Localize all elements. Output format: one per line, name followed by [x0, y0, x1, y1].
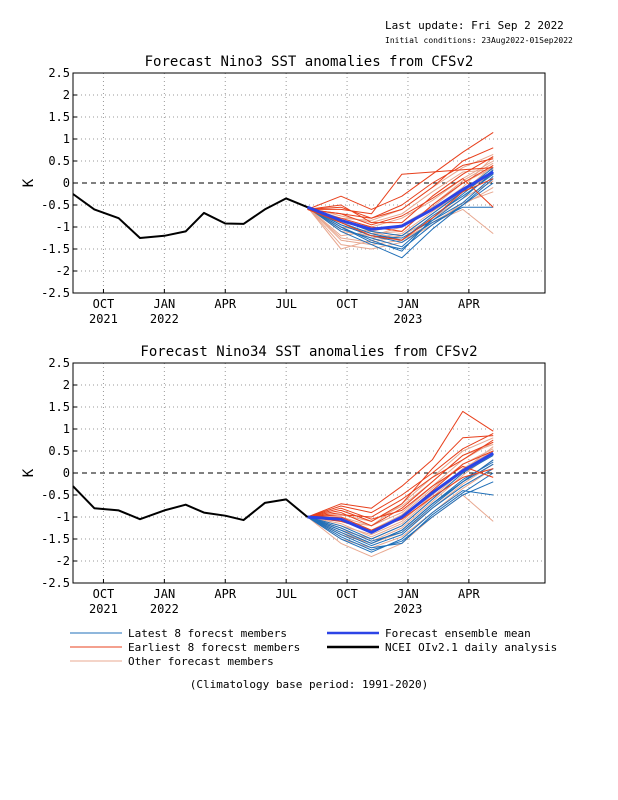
y-tick-label: 0.5	[48, 154, 70, 168]
observed-analysis-line	[72, 193, 308, 239]
latest-member-line	[307, 481, 494, 551]
x-tick-label: APR	[458, 587, 480, 601]
x-tick-label: APR	[214, 297, 236, 311]
legend-label: Latest 8 forecst members	[128, 627, 287, 640]
earliest-member-line	[307, 156, 494, 224]
legend-label: Forecast ensemble mean	[385, 627, 531, 640]
earliest-member-line	[307, 178, 494, 226]
y-tick-label: -2.5	[41, 286, 70, 300]
earliest-member-line	[307, 435, 494, 522]
y-axis-label: K	[21, 178, 37, 187]
x-tick-year-label: 2023	[394, 602, 423, 616]
x-tick-label: JAN	[397, 587, 419, 601]
latest-member-line	[307, 490, 494, 553]
earliest-member-line	[307, 178, 494, 241]
last-update-text: Last update: Fri Sep 2 2022	[385, 19, 564, 32]
y-tick-label: 2	[63, 88, 70, 102]
ensemble-mean-line	[307, 451, 494, 534]
x-tick-label: JUL	[275, 297, 297, 311]
latest-member-line	[307, 176, 494, 239]
x-tick-label: OCT	[336, 587, 358, 601]
y-tick-label: 0.5	[48, 444, 70, 458]
earliest-member-line	[307, 439, 494, 518]
y-tick-label: -0.5	[41, 488, 70, 502]
earliest-member-line	[307, 167, 494, 215]
nino34-chart: Forecast Nino34 SST anomalies from CFSv2…	[21, 344, 546, 616]
earliest-member-line	[307, 164, 494, 232]
x-tick-label: OCT	[93, 587, 115, 601]
y-tick-label: 0	[63, 176, 70, 190]
earliest-member-line	[307, 410, 494, 518]
chart-title: Forecast Nino34 SST anomalies from CFSv2	[140, 344, 477, 360]
latest-member-line	[307, 454, 494, 540]
x-tick-label: APR	[214, 587, 236, 601]
x-tick-year-label: 2021	[89, 312, 118, 326]
legend-label: Earliest 8 forecst members	[128, 641, 300, 654]
x-tick-label: OCT	[93, 297, 115, 311]
y-tick-label: -2	[56, 264, 70, 278]
latest-member-line	[307, 182, 494, 250]
earliest-member-line	[307, 468, 494, 531]
climatology-note: (Climatology base period: 1991-2020)	[189, 678, 429, 691]
y-tick-label: -1.5	[41, 532, 70, 546]
y-tick-label: -1.5	[41, 242, 70, 256]
latest-member-line	[307, 468, 494, 547]
earliest-member-line	[307, 441, 494, 527]
x-tick-label: JAN	[397, 297, 419, 311]
y-tick-label: 2	[63, 378, 70, 392]
earliest-member-line	[307, 131, 494, 210]
x-tick-label: APR	[458, 297, 480, 311]
earliest-member-line	[307, 465, 494, 520]
y-tick-label: -2.5	[41, 576, 70, 590]
nino3-chart: Forecast Nino3 SST anomalies from CFSv2 -…	[21, 54, 546, 326]
chart-title: Forecast Nino3 SST anomalies from CFSv2	[145, 54, 474, 70]
y-tick-label: 2.5	[48, 356, 70, 370]
ensemble-mean-line	[306, 170, 494, 231]
x-tick-label: JAN	[154, 297, 176, 311]
y-tick-label: 2.5	[48, 66, 70, 80]
y-tick-label: -2	[56, 554, 70, 568]
x-tick-label: OCT	[336, 297, 358, 311]
x-tick-year-label: 2022	[150, 312, 179, 326]
x-tick-label: JUL	[275, 587, 297, 601]
y-tick-label: 1	[63, 422, 70, 436]
y-tick-label: -1	[56, 220, 70, 234]
other-member-line	[307, 169, 494, 224]
legend-label: Other forecast members	[128, 655, 274, 668]
latest-member-line	[307, 171, 494, 248]
earliest-member-line	[307, 432, 494, 518]
earliest-member-line	[307, 158, 494, 219]
initial-conditions-text: Initial conditions: 23Aug2022-01Sep2022	[385, 36, 573, 45]
latest-member-line	[307, 472, 494, 549]
legend-label: NCEI OIv2.1 daily analysis	[385, 641, 557, 654]
y-tick-label: 1	[63, 132, 70, 146]
x-tick-year-label: 2021	[89, 602, 118, 616]
y-tick-label: -1	[56, 510, 70, 524]
x-tick-year-label: 2022	[150, 602, 179, 616]
y-tick-label: -0.5	[41, 198, 70, 212]
y-tick-label: 1.5	[48, 110, 70, 124]
y-axis-label: K	[21, 468, 37, 477]
latest-member-line	[307, 459, 494, 542]
y-tick-label: 1.5	[48, 400, 70, 414]
plot-frame	[72, 362, 546, 584]
observed-analysis-line	[72, 485, 309, 522]
plot-frame	[72, 72, 546, 294]
x-tick-label: JAN	[154, 587, 176, 601]
latest-member-line	[307, 461, 494, 544]
x-tick-year-label: 2023	[394, 312, 423, 326]
y-tick-label: 0	[63, 466, 70, 480]
